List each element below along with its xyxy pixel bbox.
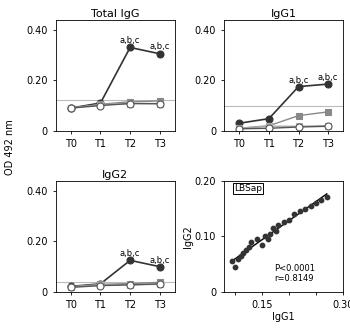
Text: a,b,c: a,b,c [149, 256, 170, 265]
Text: a,b,c: a,b,c [318, 73, 338, 82]
Point [292, 212, 297, 217]
Text: a,b,c: a,b,c [149, 42, 170, 51]
Point [286, 217, 292, 222]
Title: IgG2: IgG2 [102, 170, 128, 180]
Text: a,b,c: a,b,c [120, 249, 140, 258]
Point [238, 253, 243, 258]
Point [232, 264, 238, 270]
X-axis label: IgG1: IgG1 [272, 312, 295, 322]
Point [246, 245, 251, 250]
Point [308, 203, 314, 208]
Point [270, 225, 276, 231]
Point [318, 198, 324, 203]
Point [243, 248, 249, 253]
Point [324, 195, 330, 200]
Title: Total IgG: Total IgG [91, 9, 140, 19]
Text: OD 492 nm: OD 492 nm [6, 120, 15, 175]
Title: IgG1: IgG1 [271, 9, 297, 19]
Point [313, 200, 319, 206]
Point [281, 220, 287, 225]
Point [235, 256, 241, 261]
Point [254, 236, 260, 242]
Text: P<0.0001
r=0.8149: P<0.0001 r=0.8149 [274, 264, 315, 283]
Point [259, 242, 265, 247]
Point [240, 250, 246, 256]
Point [265, 236, 270, 242]
Point [267, 231, 273, 236]
Point [275, 223, 281, 228]
Text: a,b,c: a,b,c [120, 36, 140, 45]
Point [297, 209, 303, 214]
Y-axis label: IgG2: IgG2 [183, 225, 193, 248]
Point [262, 234, 268, 239]
Point [248, 239, 254, 245]
Point [230, 259, 235, 264]
Text: LBSap: LBSap [234, 184, 262, 193]
Point [273, 228, 278, 234]
Text: a,b,c: a,b,c [288, 75, 309, 85]
Point [302, 206, 308, 211]
